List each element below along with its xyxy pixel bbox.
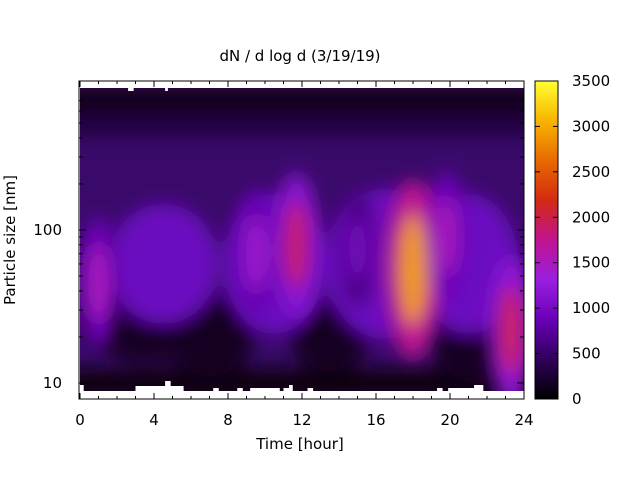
y-tick-label: 100 (33, 221, 62, 239)
gap-bottom-10 (448, 388, 475, 391)
x-tick-4: 4 (149, 81, 159, 429)
feature-core-5 (436, 197, 457, 277)
shade-bottom-dark (80, 369, 524, 391)
colorbar-tick-label: 1500 (572, 254, 610, 272)
plot-area (80, 88, 524, 391)
heatmap-features (80, 171, 524, 391)
x-tick-label: 12 (292, 411, 311, 429)
gap-bottom-11 (474, 385, 484, 391)
y-tick-label: 10 (43, 374, 62, 392)
colorbar-tick-label: 3000 (572, 117, 610, 135)
shade-mid-0 (108, 203, 219, 324)
colorbar-tick-label: 2500 (572, 163, 610, 181)
gap-bottom-4 (237, 388, 243, 391)
x-tick-24: 24 (514, 81, 534, 429)
x-tick-16: 16 (366, 81, 386, 429)
gap-bottom-0 (80, 385, 84, 391)
colorbar-tick-2000: 2000 (535, 208, 610, 226)
x-tick-12: 12 (292, 81, 312, 429)
x-axis: 0 4 8 12 16 20 24 (75, 81, 534, 429)
x-tick-20: 20 (440, 81, 460, 429)
x-tick-label: 16 (366, 411, 385, 429)
gap-bottom-3 (213, 388, 219, 391)
x-tick-label: 24 (514, 411, 533, 429)
colorbar-tick-3000: 3000 (535, 117, 610, 135)
colorbar-tick-label: 3500 (572, 72, 610, 90)
shade-top-mid (80, 110, 524, 136)
gap-bottom-2 (165, 381, 171, 391)
feature-core-3 (348, 215, 367, 283)
x-tick-0: 0 (75, 81, 85, 429)
feature-core-0 (88, 243, 109, 323)
gap-bottom-1 (135, 386, 184, 391)
colorbar-tick-1000: 1000 (535, 299, 610, 317)
colorbar-tick-label: 0 (572, 390, 582, 408)
colorbar-tick-2500: 2500 (535, 163, 610, 181)
x-tick-label: 20 (440, 411, 459, 429)
x-tick-label: 4 (149, 411, 159, 429)
gap-bottom-5 (250, 388, 280, 391)
gap-top-1 (165, 88, 168, 91)
x-tick-label: 8 (223, 411, 233, 429)
colorbar-tick-3500: 3500 (535, 72, 610, 90)
gap-top-0 (128, 88, 134, 91)
colorbar (534, 80, 559, 400)
y-axis: 10 100 (33, 100, 524, 392)
y-axis-label: Particle size [nm] (1, 175, 19, 305)
chart-title: dN / d log d (3/19/19) (219, 47, 380, 65)
y-tick-100: 100 (33, 221, 524, 239)
feature-core-2 (285, 201, 308, 289)
colorbar-tick-1500: 1500 (535, 254, 610, 272)
feature-core-4 (398, 214, 428, 325)
colorbar-tick-label: 2000 (572, 208, 610, 226)
colorbar-axis: 0 500 1000 1500 2000 2500 3000 3500 (535, 72, 610, 408)
gap-bottom-8 (307, 388, 314, 391)
feature-core-1 (245, 215, 266, 292)
x-tick-label: 0 (75, 411, 85, 429)
gap-bottom-7 (289, 385, 293, 391)
colorbar-tick-500: 500 (535, 345, 601, 363)
colorbar-tick-0: 0 (535, 390, 582, 408)
gap-bottom-9 (437, 388, 443, 391)
x-tick-8: 8 (223, 81, 233, 429)
feature-core-6 (499, 285, 523, 376)
colorbar-tick-label: 500 (572, 345, 601, 363)
colorbar-tick-label: 1000 (572, 299, 610, 317)
gap-bottom-6 (283, 388, 290, 391)
x-axis-label: Time [hour] (255, 435, 344, 453)
y-tick-10: 10 (43, 374, 524, 392)
